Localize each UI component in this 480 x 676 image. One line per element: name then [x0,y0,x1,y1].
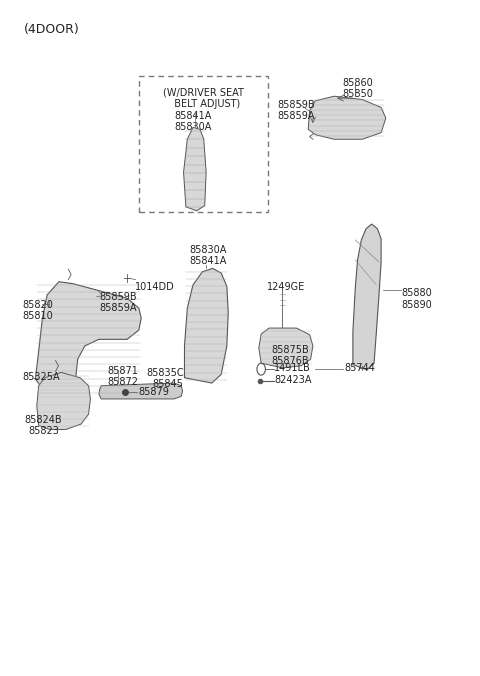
Text: 85744: 85744 [345,363,375,372]
Polygon shape [308,96,386,139]
Text: 85860
85850: 85860 85850 [343,78,373,99]
FancyBboxPatch shape [139,76,268,212]
Text: 85871
85872: 85871 85872 [108,366,138,387]
Text: (4DOOR): (4DOOR) [24,23,79,37]
Text: 85835C
85845: 85835C 85845 [146,368,183,389]
Text: 82423A: 82423A [275,375,312,385]
Text: 85830A
85841A: 85830A 85841A [189,245,227,266]
Text: 1014DD: 1014DD [135,282,175,291]
Text: (W/DRIVER SEAT
  BELT ADJUST): (W/DRIVER SEAT BELT ADJUST) [163,88,244,110]
Text: 85325A: 85325A [23,372,60,382]
Text: 85880
85890: 85880 85890 [401,288,432,310]
Text: 85820
85810: 85820 85810 [23,299,54,321]
Text: 85859B
85859A: 85859B 85859A [99,291,136,313]
Polygon shape [36,282,141,396]
Polygon shape [37,372,90,429]
Text: 1491LB: 1491LB [275,363,311,372]
Polygon shape [353,224,381,370]
Polygon shape [99,383,182,399]
Polygon shape [184,268,228,383]
Polygon shape [183,127,206,211]
Text: 1249GE: 1249GE [267,282,305,291]
Text: 85875B
85876B: 85875B 85876B [272,345,309,366]
Text: 85824B
85823: 85824B 85823 [24,415,62,437]
Polygon shape [259,328,313,368]
Text: 85859B
85859A: 85859B 85859A [277,99,315,121]
Text: 85879: 85879 [138,387,169,397]
Text: 85841A
85830A: 85841A 85830A [174,111,212,132]
